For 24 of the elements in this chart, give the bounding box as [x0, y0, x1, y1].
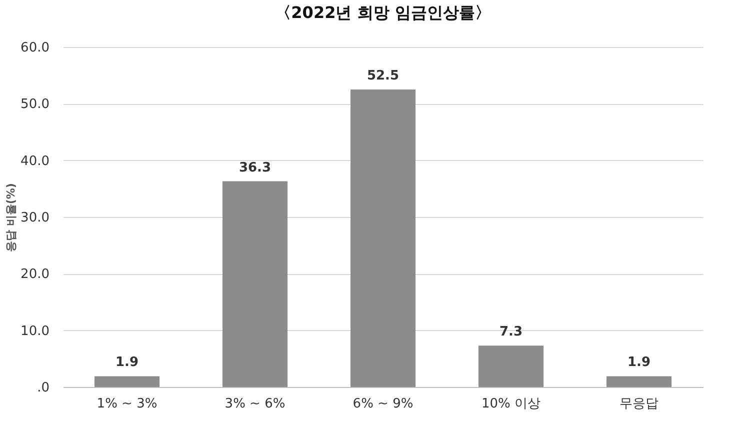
y-tick-label: 20.0: [20, 267, 50, 282]
data-label: 36.3: [238, 160, 272, 176]
data-label: 1.9: [115, 355, 139, 370]
data-label: 52.5: [366, 68, 400, 84]
bar: [222, 181, 288, 387]
y-tick-label: 30.0: [20, 210, 50, 226]
y-tick-label: 50.0: [20, 97, 50, 112]
x-tick-label: 3% ~ 6%: [224, 396, 286, 412]
x-tick-label: 6% ~ 9%: [352, 396, 414, 412]
x-tick-label: 10% 이상: [481, 396, 541, 412]
chart-title: 〈2022년 희망 임금인상률〉: [275, 3, 491, 22]
y-tick-label: 60.0: [20, 40, 50, 56]
bar: [94, 376, 160, 387]
x-tick-label: 무응답: [620, 396, 658, 412]
bar: [350, 90, 416, 387]
data-label: 7.3: [499, 324, 523, 340]
y-tick-label: 40.0: [20, 154, 50, 169]
y-tick-label: 10.0: [20, 324, 50, 339]
y-axis-title: 응답 비율(%): [4, 183, 18, 252]
x-tick-label: 1% ~ 3%: [96, 396, 158, 412]
data-label: 1.9: [627, 355, 651, 370]
bar: [606, 376, 672, 387]
y-tick-label: .0: [37, 380, 50, 396]
bar: [478, 346, 544, 387]
